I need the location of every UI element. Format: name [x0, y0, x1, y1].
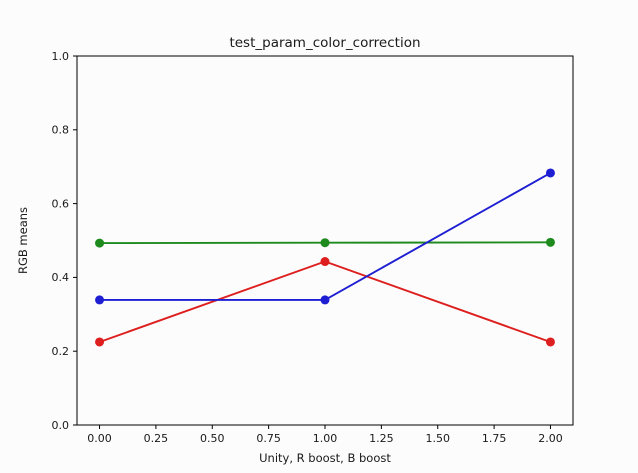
series-marker-blue-2 — [545, 168, 555, 178]
x-tick-label: 1.75 — [482, 432, 507, 445]
y-axis-label: RGB means — [16, 207, 30, 274]
series-marker-red-1 — [320, 257, 330, 267]
x-tick-label: 0.75 — [256, 432, 281, 445]
y-tick-label: 1.0 — [52, 50, 70, 63]
y-tick-label: 0.8 — [52, 124, 70, 137]
x-tick-label: 0.00 — [87, 432, 112, 445]
series-marker-red-0 — [95, 337, 105, 347]
chart-title: test_param_color_correction — [229, 35, 420, 51]
series-marker-green-2 — [545, 237, 555, 247]
x-tick-label: 1.25 — [369, 432, 394, 445]
x-tick-label: 1.50 — [425, 432, 450, 445]
x-axis-label: Unity, R boost, B boost — [259, 451, 391, 465]
x-tick-label: 2.00 — [538, 432, 563, 445]
x-tick-label: 1.00 — [313, 432, 338, 445]
series-marker-blue-0 — [95, 295, 105, 305]
x-tick-label: 0.25 — [144, 432, 169, 445]
x-tick-label: 0.50 — [200, 432, 225, 445]
series-line-blue — [98, 172, 552, 301]
y-tick-label: 0.6 — [52, 197, 70, 210]
series-marker-blue-1 — [320, 295, 330, 305]
series-marker-red-2 — [545, 337, 555, 347]
series-marker-green-0 — [95, 238, 105, 248]
y-tick-label: 0.4 — [52, 271, 70, 284]
y-tick-label: 0.2 — [52, 345, 70, 358]
series-marker-green-1 — [320, 238, 330, 248]
y-tick-label: 0.0 — [52, 419, 70, 432]
